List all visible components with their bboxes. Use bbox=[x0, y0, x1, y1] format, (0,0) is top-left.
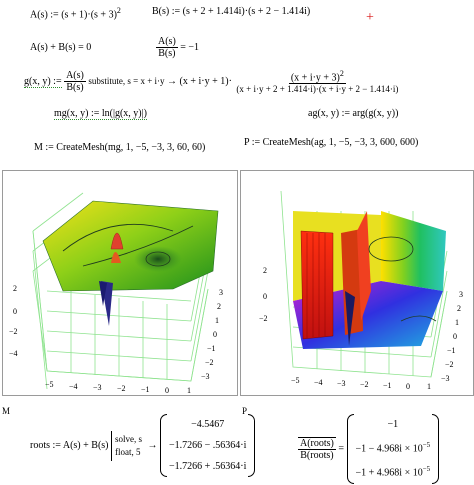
g-result-exponent: 2 bbox=[339, 69, 344, 78]
z-tick: 0 bbox=[263, 292, 267, 301]
x-tick: −2 bbox=[360, 380, 369, 389]
z-tick: 2 bbox=[13, 284, 17, 293]
x-tick: −5 bbox=[291, 376, 300, 385]
insertion-cursor-icon: + bbox=[366, 10, 374, 25]
root-value: −1.7266 − .56364·i bbox=[169, 440, 247, 451]
ratio-exponent: −5 bbox=[422, 441, 431, 449]
ratio2-denominator: B(roots) bbox=[300, 449, 334, 461]
y-tick: −3 bbox=[201, 372, 210, 381]
z-tick: −4 bbox=[9, 349, 18, 358]
plot-P-label: P bbox=[242, 406, 248, 416]
x-tick: −4 bbox=[314, 378, 323, 387]
y-tick: 0 bbox=[453, 332, 457, 341]
A-definition[interactable]: A(s) := (s + 1)·(s + 3)2 bbox=[30, 6, 121, 20]
A-def-text: A(s) := (s + 1)·(s + 3) bbox=[30, 9, 117, 21]
surface-plot-M-canvas: 2 0 −2 −4 −5 −4 −3 −2 −1 0 1 3 2 1 0 −1 … bbox=[9, 192, 223, 395]
ratio-matrix: −1 −1 − 4.968i × 10−5 −1 + 4.968i × 10−5 bbox=[346, 414, 440, 484]
z-tick: 2 bbox=[263, 266, 267, 275]
ratio-value: −1 − 4.968i × 10 bbox=[355, 443, 423, 455]
float-keyword: float, 5 bbox=[115, 446, 141, 457]
x-tick: 0 bbox=[406, 382, 410, 391]
g-result-numerator: (x + i·y + 3) bbox=[290, 72, 340, 84]
y-tick: −1 bbox=[447, 346, 456, 355]
ratio-value: −1 + 4.968i × 10 bbox=[355, 467, 423, 479]
y-tick: 3 bbox=[219, 288, 223, 297]
ratio-denominator: B(s) bbox=[158, 48, 176, 59]
B-definition[interactable]: B(s) := (s + 2 + 1.414i)·(s + 2 − 1.414i… bbox=[152, 6, 311, 17]
x-tick: −3 bbox=[337, 379, 346, 388]
g-denominator: B(s) bbox=[66, 82, 84, 94]
mg-definition[interactable]: mg(x, y) := ln(|g(x, y)|) bbox=[54, 108, 147, 120]
sum-equation[interactable]: A(s) + B(s) = 0 bbox=[30, 42, 92, 53]
ratio-value: = −1 bbox=[180, 41, 200, 53]
y-tick: −3 bbox=[441, 374, 450, 383]
y-tick: −2 bbox=[445, 360, 454, 369]
g-numerator: A(s) bbox=[64, 70, 86, 83]
y-tick: 2 bbox=[457, 304, 461, 313]
ag-definition[interactable]: ag(x, y) := arg(g(x, y)) bbox=[308, 108, 399, 119]
ratio-value: −1 bbox=[387, 419, 399, 430]
vectorized-ratio: A(roots) B(roots) bbox=[298, 436, 336, 461]
x-tick: −1 bbox=[141, 385, 150, 394]
root-value: −1.7266 + .56364·i bbox=[169, 461, 247, 472]
y-tick: −1 bbox=[207, 344, 216, 353]
root-value: −4.5467 bbox=[191, 419, 225, 430]
ratio-numerator: A(s) bbox=[156, 36, 178, 48]
mg-def-text: mg(x, y) := ln(|g(x, y)|) bbox=[54, 108, 147, 120]
ratio2-numerator: A(roots) bbox=[298, 437, 336, 450]
g-lhs: g(x, y) := bbox=[24, 75, 62, 88]
solve-keyword: solve, s bbox=[115, 433, 143, 444]
M-definition[interactable]: M := CreateMesh(mg, 1, −5, −3, 3, 60, 60… bbox=[34, 142, 206, 153]
x-tick: −2 bbox=[117, 384, 126, 393]
x-tick: −4 bbox=[69, 382, 78, 391]
A-exponent: 2 bbox=[116, 6, 121, 15]
P-definition[interactable]: P := CreateMesh(ag, 1, −5, −3, 3, 600, 6… bbox=[244, 137, 419, 148]
roots-matrix: −4.5467 −1.7266 − .56364·i −1.7266 + .56… bbox=[160, 414, 256, 477]
x-tick: −3 bbox=[93, 383, 102, 392]
y-tick: 1 bbox=[215, 316, 219, 325]
x-tick: 1 bbox=[427, 382, 431, 391]
ratio-value-row: −1 − 4.968i × 10−5 bbox=[347, 435, 440, 459]
y-tick: 2 bbox=[217, 302, 221, 311]
roots-lhs: roots := A(s) + B(s) bbox=[30, 440, 109, 451]
y-tick: 0 bbox=[213, 330, 217, 339]
substitute-keyword: substitute, s = x + i·y bbox=[88, 75, 165, 86]
roots-definition[interactable]: roots := A(s) + B(s) solve, s float, 5 →… bbox=[30, 414, 256, 477]
z-tick: −2 bbox=[259, 314, 268, 323]
surface-plot-M[interactable]: 2 0 −2 −4 −5 −4 −3 −2 −1 0 1 3 2 1 0 −1 … bbox=[2, 170, 238, 396]
surface-plot-P[interactable]: 2 0 −2 −5 −4 −3 −2 −1 0 1 3 2 1 0 −1 −2 … bbox=[240, 170, 474, 396]
plot-M-label: M bbox=[2, 406, 11, 416]
g-result-fraction: (x + i·y + 3)2 (x + i·y + 2 + 1.414·i)·(x… bbox=[234, 68, 400, 95]
ratio-at-roots[interactable]: A(roots) B(roots) = −1 −1 − 4.968i × 10−… bbox=[298, 414, 440, 484]
g-result-denominator: (x + i·y + 2 + 1.414·i)·(x + i·y + 2 − 1… bbox=[236, 84, 399, 95]
g-definition[interactable]: g(x, y) := A(s) B(s) substitute, s = x + … bbox=[24, 68, 400, 95]
solve-block: solve, s float, 5 bbox=[111, 430, 145, 461]
z-tick: −2 bbox=[9, 327, 18, 336]
ratio-equation[interactable]: A(s) B(s) = −1 bbox=[156, 36, 199, 59]
z-tick: 0 bbox=[13, 307, 17, 316]
g-result-prefix: → (x + i·y + 1)· bbox=[167, 75, 232, 87]
ratio-value-row: −1 + 4.968i × 10−5 bbox=[347, 459, 440, 483]
x-tick: 1 bbox=[187, 386, 191, 395]
y-tick: 1 bbox=[455, 318, 459, 327]
x-tick: −1 bbox=[383, 381, 392, 390]
x-tick: 0 bbox=[165, 386, 169, 395]
ratio-exponent: −5 bbox=[422, 465, 431, 474]
surface-plot-P-canvas: 2 0 −2 −5 −4 −3 −2 −1 0 1 3 2 1 0 −1 −2 … bbox=[259, 190, 463, 391]
y-tick: −2 bbox=[205, 358, 214, 367]
x-tick: −5 bbox=[45, 380, 54, 389]
y-tick: 3 bbox=[459, 290, 463, 299]
